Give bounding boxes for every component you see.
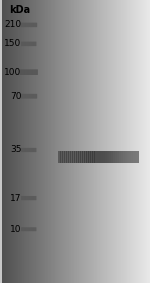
Bar	[93, 151, 95, 164]
Text: 35: 35	[10, 145, 21, 155]
Bar	[94, 151, 97, 164]
Text: 150: 150	[4, 39, 21, 48]
Bar	[62, 151, 65, 164]
Bar	[88, 151, 91, 164]
Bar	[119, 151, 121, 164]
FancyBboxPatch shape	[21, 227, 36, 231]
Bar	[78, 151, 81, 164]
Bar	[106, 151, 109, 164]
Bar	[100, 151, 103, 164]
Bar	[58, 151, 61, 164]
Bar	[80, 151, 83, 164]
Bar	[103, 151, 105, 164]
Bar	[135, 151, 137, 164]
Text: 70: 70	[10, 92, 21, 101]
Bar	[117, 151, 119, 164]
Text: 210: 210	[4, 20, 21, 29]
Bar	[86, 151, 89, 164]
Bar	[82, 151, 85, 164]
Bar	[68, 151, 71, 164]
Text: 10: 10	[10, 225, 21, 234]
Bar	[111, 151, 113, 164]
Bar	[64, 151, 67, 164]
Bar	[113, 151, 115, 164]
Bar	[66, 151, 69, 164]
Bar	[96, 151, 99, 164]
FancyBboxPatch shape	[20, 94, 37, 98]
Bar	[74, 151, 77, 164]
Bar	[90, 151, 93, 164]
Bar	[105, 151, 107, 164]
Bar	[115, 151, 117, 164]
Bar	[99, 151, 101, 164]
Text: 100: 100	[4, 68, 21, 77]
Bar	[84, 151, 87, 164]
FancyBboxPatch shape	[20, 23, 37, 27]
Bar	[133, 151, 135, 164]
Bar	[123, 151, 125, 164]
Bar	[109, 151, 111, 164]
Bar	[70, 151, 73, 164]
Text: 17: 17	[10, 194, 21, 203]
Bar	[129, 151, 131, 164]
Bar	[76, 151, 79, 164]
Bar	[121, 151, 123, 164]
Bar	[137, 151, 139, 164]
Bar	[60, 151, 63, 164]
FancyBboxPatch shape	[21, 42, 36, 46]
Bar	[72, 151, 75, 164]
FancyBboxPatch shape	[21, 196, 36, 200]
Text: kDa: kDa	[10, 5, 31, 15]
FancyBboxPatch shape	[21, 148, 36, 152]
Bar	[127, 151, 129, 164]
Bar	[131, 151, 133, 164]
Bar	[125, 151, 127, 164]
FancyBboxPatch shape	[20, 69, 38, 75]
